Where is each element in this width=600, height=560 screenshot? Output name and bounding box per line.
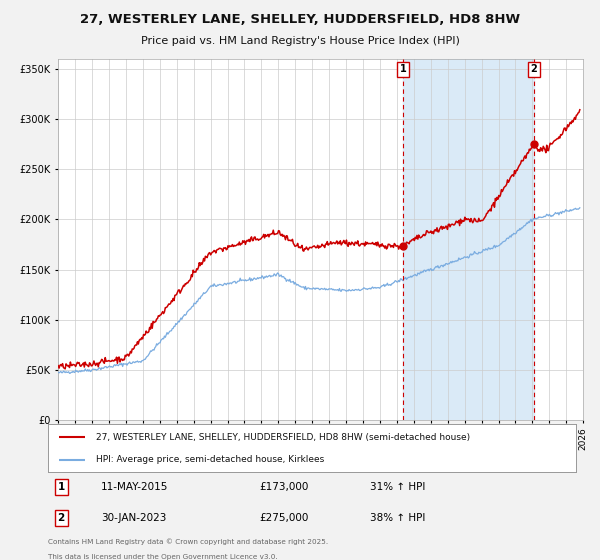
Text: £275,000: £275,000 xyxy=(259,512,308,522)
Bar xyxy=(403,59,534,420)
Text: £173,000: £173,000 xyxy=(259,482,308,492)
Text: 2: 2 xyxy=(530,64,537,74)
Text: 11-MAY-2015: 11-MAY-2015 xyxy=(101,482,168,492)
Text: This data is licensed under the Open Government Licence v3.0.: This data is licensed under the Open Gov… xyxy=(48,554,278,559)
Text: Contains HM Land Registry data © Crown copyright and database right 2025.: Contains HM Land Registry data © Crown c… xyxy=(48,539,328,545)
Text: 1: 1 xyxy=(400,64,406,74)
Text: 31% ↑ HPI: 31% ↑ HPI xyxy=(370,482,425,492)
Text: Price paid vs. HM Land Registry's House Price Index (HPI): Price paid vs. HM Land Registry's House … xyxy=(140,36,460,46)
Text: 30-JAN-2023: 30-JAN-2023 xyxy=(101,512,166,522)
Text: 38% ↑ HPI: 38% ↑ HPI xyxy=(370,512,425,522)
Text: 1: 1 xyxy=(58,482,65,492)
Text: HPI: Average price, semi-detached house, Kirklees: HPI: Average price, semi-detached house,… xyxy=(95,455,324,464)
Text: 27, WESTERLEY LANE, SHELLEY, HUDDERSFIELD, HD8 8HW: 27, WESTERLEY LANE, SHELLEY, HUDDERSFIEL… xyxy=(80,13,520,26)
Text: 27, WESTERLEY LANE, SHELLEY, HUDDERSFIELD, HD8 8HW (semi-detached house): 27, WESTERLEY LANE, SHELLEY, HUDDERSFIEL… xyxy=(95,433,470,442)
Text: 2: 2 xyxy=(58,512,65,522)
